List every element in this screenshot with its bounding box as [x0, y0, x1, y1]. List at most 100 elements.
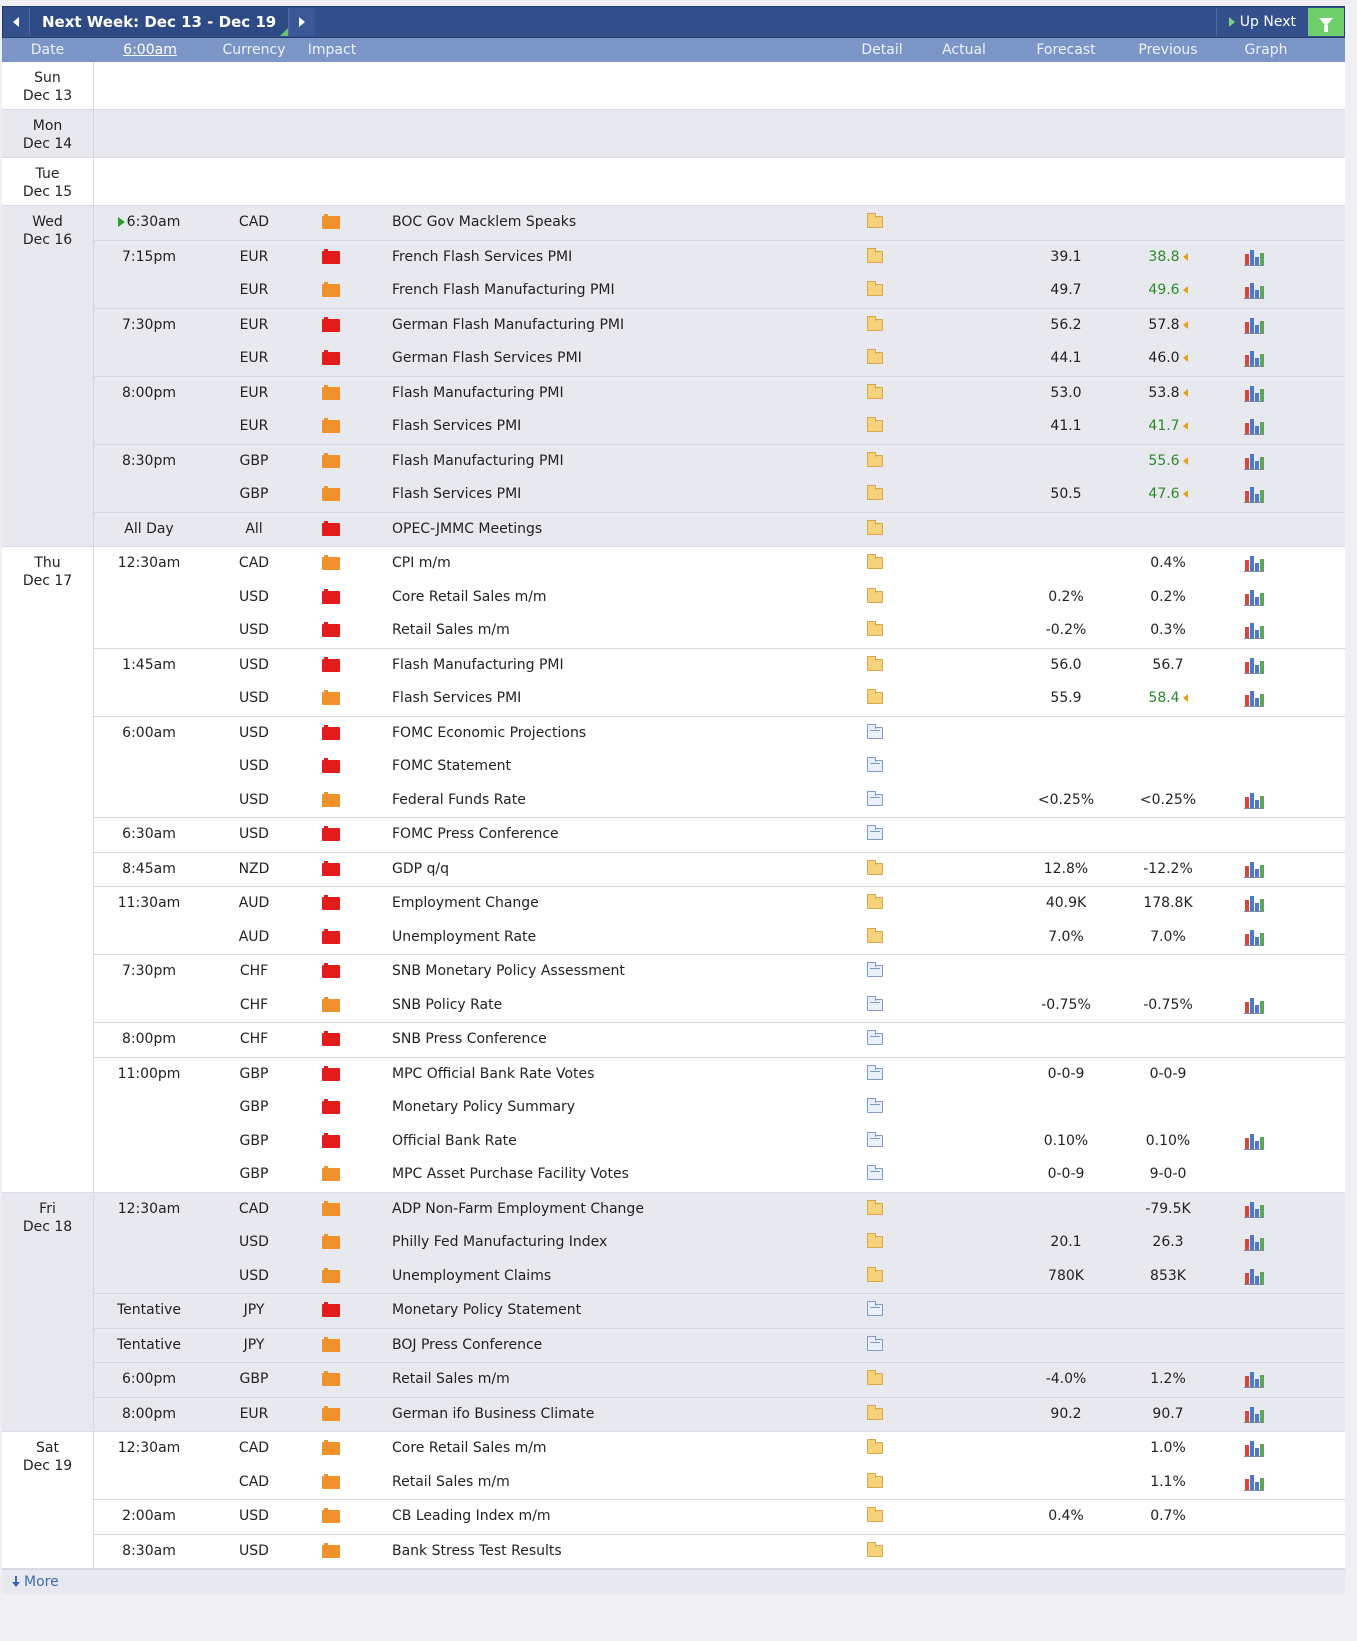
impact-cell[interactable] [322, 690, 340, 705]
event-row[interactable]: All Day All OPEC-JMMC Meetings [94, 511, 1345, 547]
event-row[interactable]: 8:30am USD Bank Stress Test Results [94, 1533, 1345, 1569]
event-row[interactable]: 7:15pm EUR French Flash Services PMI 39.1 38… [94, 239, 1345, 275]
more-link[interactable]: More [2, 1569, 1345, 1594]
detail-button[interactable] [867, 554, 883, 569]
event-title[interactable]: Flash Services PMI [392, 486, 522, 502]
graph-button[interactable] [1244, 248, 1264, 266]
event-title[interactable]: SNB Press Conference [392, 1031, 547, 1047]
event-row[interactable]: 8:00pm EUR German ifo Business Climate 90.2… [94, 1396, 1345, 1432]
event-row[interactable]: 8:00pm CHF SNB Press Conference [94, 1022, 1345, 1057]
detail-button[interactable] [867, 1335, 883, 1351]
detail-button[interactable] [867, 995, 883, 1011]
detail-button[interactable] [867, 247, 883, 263]
graph-button[interactable] [1244, 384, 1264, 402]
week-title[interactable]: Next Week: Dec 13 - Dec 19 [30, 8, 289, 36]
detail-button[interactable] [867, 927, 883, 943]
graph-button[interactable] [1244, 621, 1264, 639]
detail-button[interactable] [867, 621, 883, 636]
impact-cell[interactable] [322, 520, 340, 536]
event-row[interactable]: CHF SNB Policy Rate -0.75% -0.75% [94, 989, 1345, 1023]
graph-button[interactable] [1244, 417, 1264, 435]
revised-icon[interactable] [1182, 354, 1188, 362]
event-title[interactable]: Retail Sales m/m [392, 1473, 510, 1490]
header-time-toggle[interactable]: 6:00am [123, 42, 177, 58]
detail-button[interactable] [867, 1439, 883, 1454]
detail-button[interactable] [867, 519, 883, 535]
detail-button[interactable] [867, 757, 883, 772]
event-row[interactable]: USD Philly Fed Manufacturing Index 20.1 26.… [94, 1226, 1345, 1260]
event-row[interactable]: 8:30pm GBP Flash Manufacturing PMI 55.6 [94, 443, 1345, 479]
impact-cell[interactable] [322, 1302, 340, 1317]
event-row[interactable]: 6:30am USD FOMC Press Conference [94, 817, 1345, 852]
event-row[interactable]: EUR French Flash Manufacturing PMI 49.7 49.… [94, 274, 1345, 308]
impact-cell[interactable] [322, 418, 340, 433]
revised-icon[interactable] [1182, 456, 1188, 465]
event-title[interactable]: Retail Sales m/m [392, 1371, 510, 1387]
event-row[interactable]: 8:45am NZD GDP q/q 12.8% -12.2% [94, 851, 1345, 887]
graph-button[interactable] [1244, 316, 1264, 334]
impact-cell[interactable] [322, 1267, 340, 1283]
event-row[interactable]: AUD Unemployment Rate 7.0% 7.0% [94, 921, 1345, 955]
graph-button[interactable] [1244, 928, 1264, 946]
detail-button[interactable] [867, 859, 883, 875]
event-title[interactable]: Core Retail Sales m/m [392, 588, 547, 605]
detail-button[interactable] [867, 1064, 883, 1080]
impact-cell[interactable] [322, 724, 340, 740]
event-title[interactable]: FOMC Economic Projections [392, 724, 587, 741]
impact-cell[interactable] [322, 588, 340, 604]
detail-button[interactable] [867, 1199, 883, 1215]
event-row[interactable]: USD Federal Funds Rate <0.25% <0.25% [94, 784, 1345, 818]
revised-icon[interactable] [1182, 490, 1188, 498]
event-title[interactable]: MPC Official Bank Rate Votes [392, 1065, 595, 1082]
graph-button[interactable] [1244, 485, 1264, 503]
event-row[interactable]: EUR German Flash Services PMI 44.1 46.0 [94, 342, 1345, 376]
revised-icon[interactable] [1182, 286, 1188, 294]
graph-button[interactable] [1244, 1473, 1264, 1491]
event-row[interactable]: EUR Flash Services PMI 41.1 41.7 [94, 410, 1345, 444]
detail-button[interactable] [867, 1404, 883, 1420]
event-row[interactable]: 11:30am AUD Employment Change 40.9K 178.8K [94, 886, 1345, 921]
event-row[interactable]: 12:30am CAD ADP Non-Farm Employment Change… [94, 1193, 1345, 1227]
graph-button[interactable] [1244, 349, 1264, 367]
impact-cell[interactable] [322, 656, 340, 672]
graph-button[interactable] [1244, 1233, 1264, 1251]
graph-button[interactable] [1244, 1439, 1264, 1457]
event-title[interactable]: SNB Policy Rate [392, 996, 503, 1013]
event-row[interactable]: USD Retail Sales m/m -0.2% 0.3% [94, 614, 1345, 648]
event-title[interactable]: Federal Funds Rate [392, 791, 526, 808]
impact-cell[interactable] [322, 1542, 340, 1558]
event-title[interactable]: Flash Services PMI [392, 690, 522, 706]
event-title[interactable]: Core Retail Sales m/m [392, 1440, 547, 1456]
detail-button[interactable] [867, 213, 883, 228]
event-title[interactable]: SNB Monetary Policy Assessment [392, 963, 625, 979]
event-row[interactable]: USD Core Retail Sales m/m 0.2% 0.2% [94, 581, 1345, 615]
impact-cell[interactable] [322, 826, 340, 841]
event-row[interactable]: 2:00am USD CB Leading Index m/m 0.4% 0.7% [94, 1499, 1345, 1534]
impact-cell[interactable] [322, 1031, 340, 1046]
detail-button[interactable] [867, 1301, 883, 1316]
event-title[interactable]: CPI m/m [392, 555, 451, 571]
graph-button[interactable] [1244, 656, 1264, 674]
impact-cell[interactable] [322, 758, 340, 773]
event-title[interactable]: Unemployment Rate [392, 928, 537, 945]
event-title[interactable]: German Flash Manufacturing PMI [392, 316, 625, 333]
graph-button[interactable] [1244, 452, 1264, 470]
impact-cell[interactable] [322, 1336, 340, 1352]
event-title[interactable]: Flash Manufacturing PMI [392, 452, 564, 469]
impact-cell[interactable] [322, 1440, 340, 1455]
detail-button[interactable] [867, 825, 883, 840]
graph-button[interactable] [1244, 554, 1264, 572]
event-title[interactable]: French Flash Services PMI [392, 248, 573, 265]
event-title[interactable]: German ifo Business Climate [392, 1405, 595, 1422]
event-title[interactable]: Flash Manufacturing PMI [392, 656, 564, 673]
graph-button[interactable] [1244, 689, 1264, 707]
impact-cell[interactable] [322, 1099, 340, 1114]
detail-button[interactable] [867, 689, 883, 704]
event-title[interactable]: Monetary Policy Summary [392, 1099, 576, 1115]
event-title[interactable]: CB Leading Index m/m [392, 1508, 551, 1524]
event-title[interactable]: Flash Services PMI [392, 418, 522, 434]
impact-cell[interactable] [322, 555, 340, 570]
graph-button[interactable] [1244, 281, 1264, 299]
detail-button[interactable] [867, 1098, 883, 1113]
event-row[interactable]: USD Unemployment Claims 780K 853K [94, 1260, 1345, 1294]
